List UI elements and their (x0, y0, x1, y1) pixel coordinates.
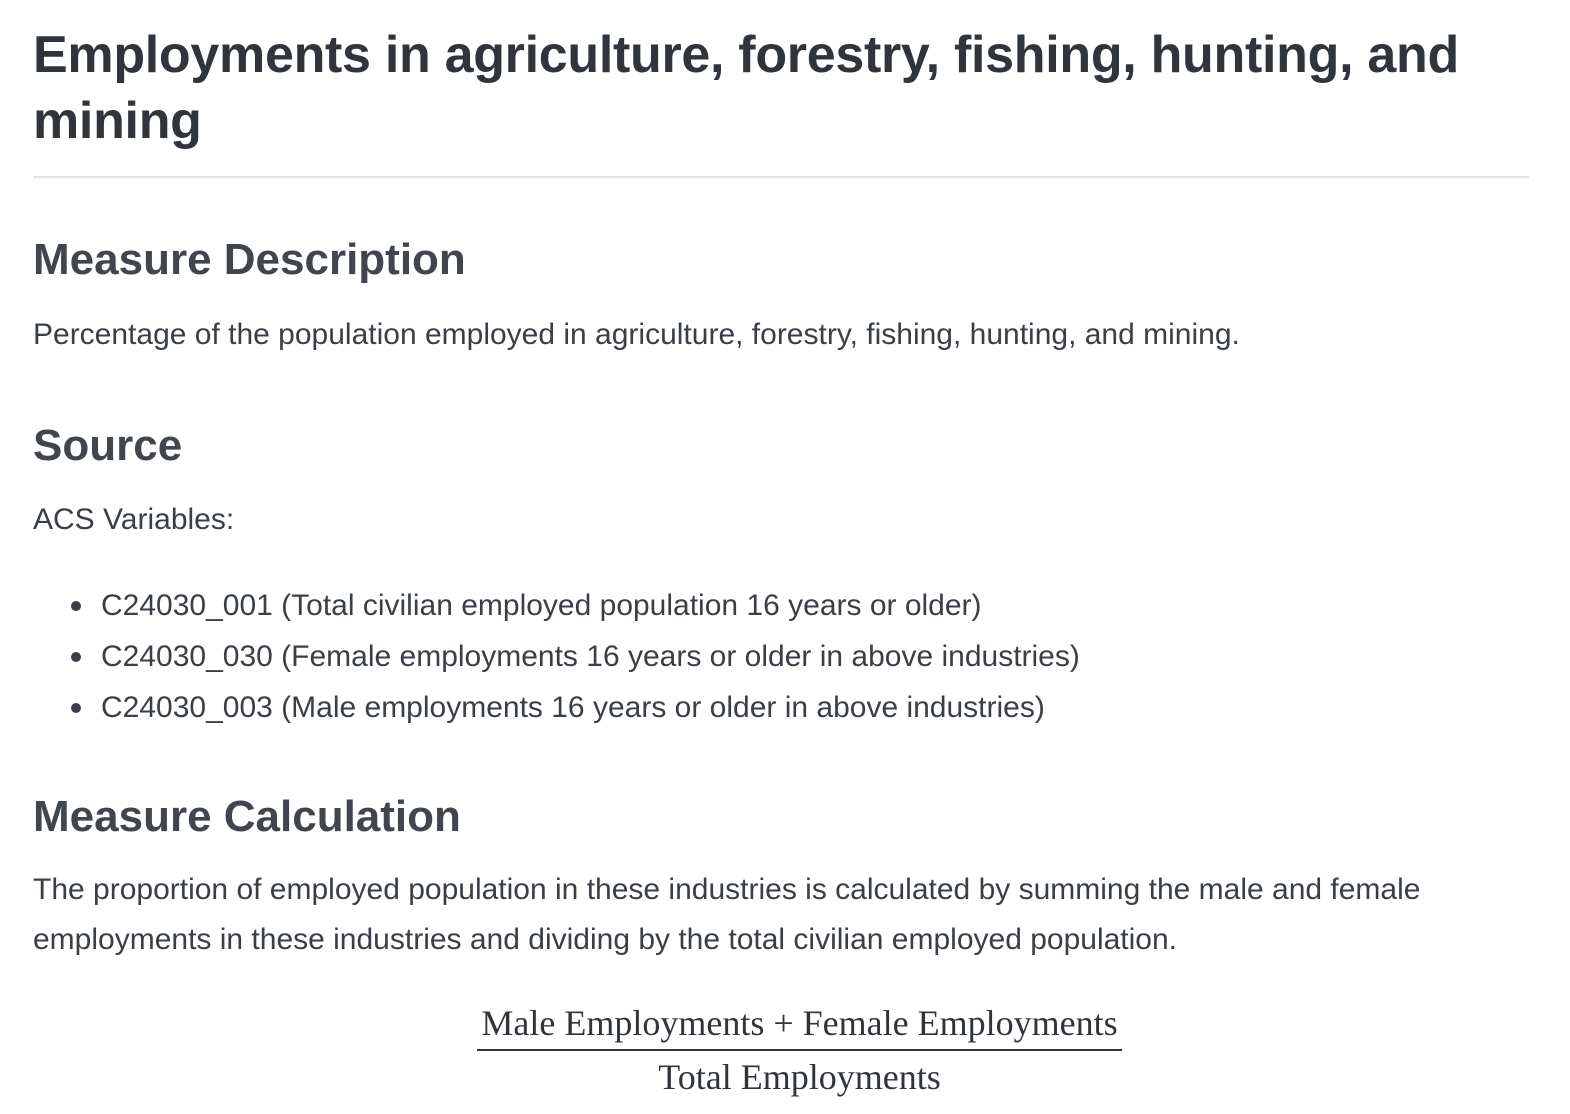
measure-description-text: Percentage of the population employed in… (33, 318, 1240, 351)
source-heading: Source (33, 421, 183, 470)
list-item: C24030_001 (Total civilian employed popu… (71, 580, 1529, 631)
calculation-formula: Male Employments + Female Employments To… (33, 1001, 1529, 1099)
measure-calculation-heading: Measure Calculation (33, 792, 461, 841)
acs-variables-label: ACS Variables: (33, 503, 235, 536)
formula-numerator: Male Employments + Female Employments (477, 1001, 1122, 1051)
acs-variable-text: C24030_003 (Male employments 16 years or… (101, 691, 1045, 724)
acs-variable-list: C24030_001 (Total civilian employed popu… (33, 580, 1529, 733)
bullet-icon (71, 703, 81, 713)
bullet-icon (71, 652, 81, 662)
acs-variable-text: C24030_030 (Female employments 16 years … (101, 640, 1080, 673)
bullet-icon (71, 601, 81, 611)
measure-description-heading: Measure Description (33, 235, 466, 284)
page-title: Employments in agriculture, forestry, fi… (33, 26, 1459, 150)
formula-fraction: Male Employments + Female Employments To… (477, 1001, 1122, 1099)
formula-denominator: Total Employments (658, 1057, 941, 1097)
list-item: C24030_030 (Female employments 16 years … (71, 631, 1529, 682)
acs-variable-text: C24030_001 (Total civilian employed popu… (101, 589, 982, 622)
title-divider (33, 176, 1529, 178)
measure-calculation-text: The proportion of employed population in… (33, 873, 1421, 956)
list-item: C24030_003 (Male employments 16 years or… (71, 682, 1529, 733)
